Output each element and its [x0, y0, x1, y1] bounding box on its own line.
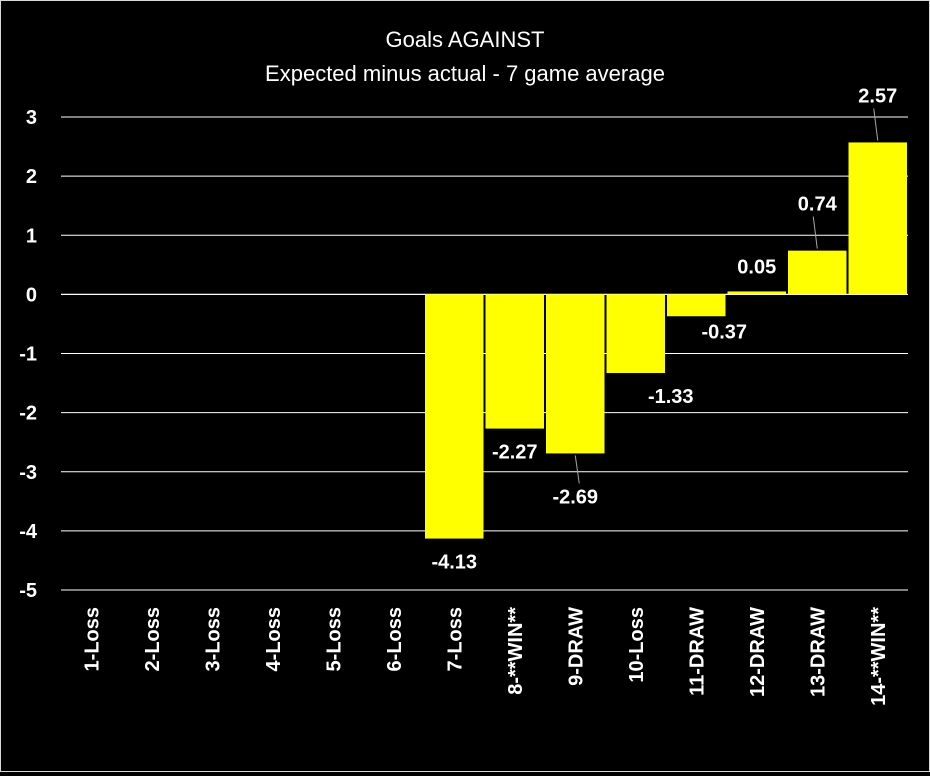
x-tick-label: 7-Loss: [444, 607, 466, 671]
bar: [788, 250, 847, 295]
bar: [606, 294, 665, 374]
bar: [667, 294, 726, 317]
data-label: 0.05: [737, 256, 776, 278]
y-tick-label: -3: [19, 462, 37, 484]
x-tick-label: 13-DRAW: [807, 607, 829, 697]
y-tick-label: 3: [26, 107, 37, 129]
bar: [485, 294, 544, 429]
bar: [546, 294, 605, 454]
leader-line: [812, 216, 818, 249]
data-label: -0.37: [701, 321, 747, 343]
y-tick-label: 1: [26, 225, 37, 247]
data-label: -2.69: [552, 486, 598, 508]
bar: [848, 142, 907, 295]
x-tick-label: 6-Loss: [384, 607, 406, 671]
data-label: -2.27: [492, 442, 538, 464]
y-tick-label: 0: [26, 284, 37, 306]
x-tick-label: 9-DRAW: [565, 607, 587, 686]
bar: [425, 294, 484, 539]
x-tick-label: 2-Loss: [142, 607, 164, 671]
x-tick-label: 3-Loss: [202, 607, 224, 671]
x-tick-label: 12-DRAW: [747, 607, 769, 697]
leader-line: [574, 455, 580, 484]
x-tick-label: 11-DRAW: [686, 607, 708, 696]
leader-line: [873, 108, 879, 141]
y-tick-label: 2: [26, 166, 37, 188]
y-tick-label: -4: [19, 521, 38, 543]
data-label: -4.13: [431, 552, 477, 574]
x-tick-label: 8-**WIN**: [505, 607, 527, 695]
bar: [727, 291, 786, 295]
x-tick-label: 10-Loss: [626, 607, 648, 683]
x-tick-label: 5-Loss: [323, 607, 345, 671]
chart-subtitle: Expected minus actual - 7 game average: [265, 61, 665, 86]
data-label: 2.57: [858, 85, 897, 107]
y-tick-label: -2: [19, 403, 37, 425]
x-tick-label: 14-**WIN**: [868, 607, 890, 706]
x-tick-label: 4-Loss: [263, 607, 285, 671]
data-label: -1.33: [648, 386, 694, 408]
x-tick-label: 1-Loss: [81, 607, 103, 671]
data-label: 0.74: [798, 194, 838, 216]
y-tick-label: -1: [19, 344, 37, 366]
chart-title: Goals AGAINST: [386, 27, 545, 52]
y-tick-label: -5: [19, 580, 37, 602]
